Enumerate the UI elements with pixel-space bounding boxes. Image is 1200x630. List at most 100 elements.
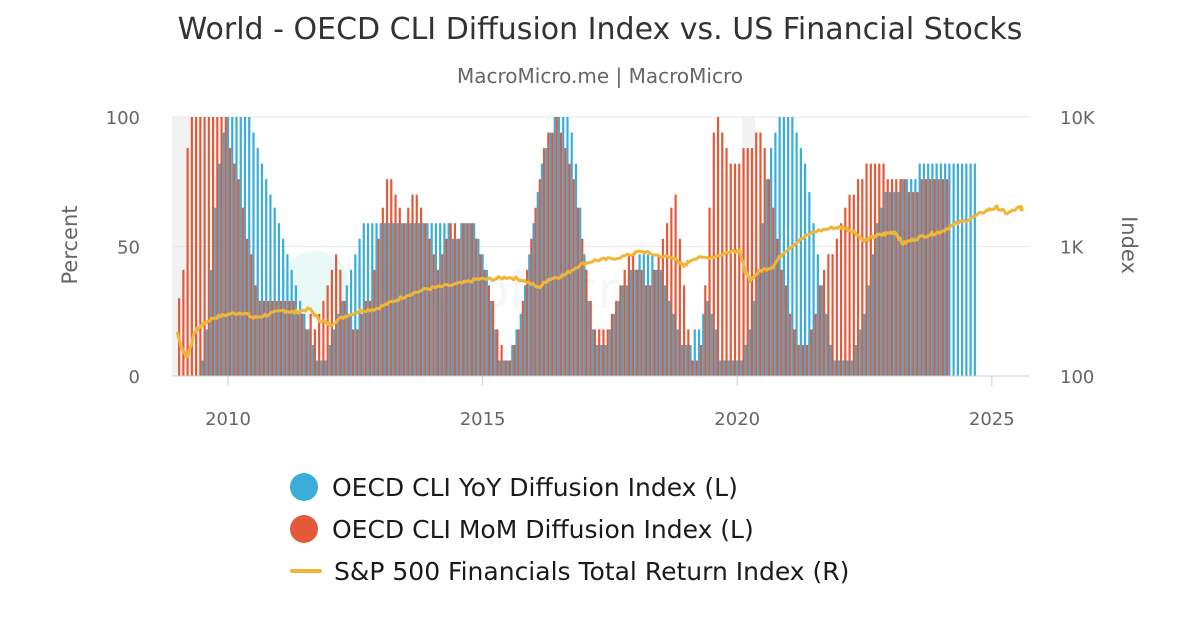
mom-bar bbox=[517, 329, 520, 376]
mom-bar bbox=[470, 223, 474, 376]
mom-bar bbox=[262, 300, 266, 376]
mom-bar bbox=[924, 179, 928, 376]
yoy-bar bbox=[316, 360, 319, 376]
mom-bar bbox=[301, 313, 304, 376]
mom-bar bbox=[581, 238, 584, 376]
yoy-bar bbox=[277, 223, 281, 376]
yoy-bar bbox=[519, 313, 522, 376]
yoy-bar bbox=[668, 300, 671, 376]
mom-bar bbox=[483, 269, 486, 376]
mom-bar bbox=[687, 329, 690, 376]
mom-bar bbox=[793, 329, 796, 376]
mom-bar bbox=[772, 207, 775, 376]
mom-bar bbox=[394, 194, 397, 376]
legend-item-mom[interactable]: OECD CLI MoM Diffusion Index (L) bbox=[290, 508, 849, 550]
mom-bar bbox=[466, 223, 469, 376]
yoy-bar bbox=[545, 148, 548, 376]
yoy-bar bbox=[702, 313, 705, 376]
mom-bar bbox=[292, 300, 295, 376]
mom-bar bbox=[666, 223, 669, 376]
mom-bar bbox=[271, 300, 274, 376]
legend-dot-icon bbox=[290, 473, 318, 501]
mom-bar bbox=[343, 300, 346, 376]
mom-bar bbox=[907, 192, 911, 376]
yoy-bar bbox=[965, 163, 968, 376]
yoy-bar bbox=[468, 223, 471, 376]
yoy-bar bbox=[248, 117, 251, 376]
yoy-bar bbox=[693, 329, 696, 376]
yoy-bar bbox=[579, 207, 582, 376]
legend-label: OECD CLI YoY Diffusion Index (L) bbox=[332, 472, 738, 502]
mom-bar bbox=[237, 179, 240, 376]
y-left-tick-label: 100 bbox=[106, 108, 140, 129]
yoy-bar bbox=[502, 360, 505, 376]
mom-bar bbox=[886, 179, 889, 376]
mom-bar bbox=[831, 254, 834, 376]
mom-bar bbox=[746, 148, 749, 376]
mom-bar bbox=[797, 344, 800, 376]
yoy-bar bbox=[434, 223, 438, 376]
mom-bar bbox=[636, 269, 639, 376]
mom-bar bbox=[780, 269, 783, 376]
yoy-bar bbox=[417, 223, 421, 376]
mom-bar bbox=[339, 269, 342, 376]
mom-bar bbox=[250, 254, 253, 376]
yoy-bar bbox=[854, 344, 858, 376]
mom-bar bbox=[852, 194, 855, 376]
yoy-bar bbox=[553, 117, 556, 376]
mom-bar bbox=[216, 117, 219, 376]
yoy-bar bbox=[307, 329, 310, 376]
mom-bar bbox=[267, 300, 270, 376]
yoy-bar bbox=[383, 223, 387, 376]
mom-bar bbox=[318, 313, 321, 376]
yoy-bar bbox=[833, 360, 836, 376]
yoy-bar bbox=[825, 313, 828, 376]
y-right-axis-title: Index bbox=[1117, 216, 1141, 274]
mom-bar bbox=[653, 269, 656, 376]
yoy-bar bbox=[375, 223, 378, 376]
mom-bar bbox=[585, 269, 588, 376]
mom-bar bbox=[708, 207, 711, 376]
yoy-bar bbox=[689, 344, 692, 376]
mom-bar bbox=[861, 179, 864, 376]
chart-title: World - OECD CLI Diffusion Index vs. US … bbox=[177, 12, 1023, 47]
mom-bar bbox=[920, 179, 923, 376]
yoy-bar bbox=[651, 254, 654, 376]
yoy-bar bbox=[252, 132, 255, 376]
yoy-bar bbox=[430, 223, 433, 376]
yoy-bar bbox=[625, 285, 628, 376]
yoy-bar bbox=[341, 300, 344, 376]
yoy-bar bbox=[303, 313, 306, 376]
yoy-bar bbox=[332, 329, 336, 376]
mom-bar bbox=[275, 300, 278, 376]
yoy-bar bbox=[320, 360, 323, 376]
yoy-bar bbox=[630, 269, 633, 376]
yoy-bar bbox=[820, 285, 824, 376]
yoy-bar bbox=[922, 163, 926, 376]
mom-bar bbox=[296, 313, 300, 376]
mom-bar bbox=[623, 269, 626, 376]
mom-bar bbox=[810, 329, 813, 376]
mom-bar bbox=[895, 179, 898, 376]
mom-bar bbox=[712, 132, 715, 376]
yoy-bar bbox=[888, 192, 892, 376]
yoy-bar bbox=[634, 269, 637, 376]
mom-bar bbox=[207, 117, 210, 376]
legend-item-index[interactable]: S&P 500 Financials Total Return Index (R… bbox=[290, 550, 849, 592]
yoy-bar bbox=[498, 360, 501, 376]
yoy-bar bbox=[222, 132, 225, 376]
mom-bar bbox=[865, 163, 868, 376]
yoy-bar bbox=[842, 360, 845, 376]
mom-bar bbox=[670, 207, 673, 376]
legend-item-yoy[interactable]: OECD CLI YoY Diffusion Index (L) bbox=[290, 466, 849, 508]
mom-bar bbox=[509, 360, 512, 376]
mom-bar bbox=[818, 285, 821, 376]
yoy-bar bbox=[256, 148, 259, 376]
yoy-bar bbox=[460, 223, 463, 376]
mom-bar bbox=[649, 285, 652, 376]
yoy-bar bbox=[867, 285, 870, 376]
yoy-bar bbox=[477, 238, 480, 376]
yoy-bar bbox=[723, 360, 726, 376]
mom-bar bbox=[487, 285, 490, 376]
y-right-tick-label: 100 bbox=[1060, 367, 1094, 388]
